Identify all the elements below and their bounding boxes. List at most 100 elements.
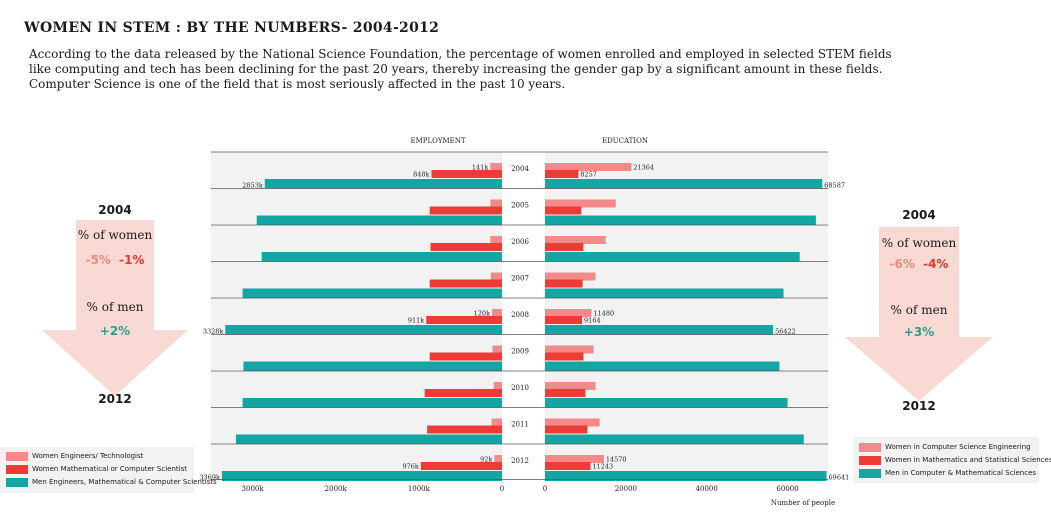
year-label: 2012 <box>511 457 529 465</box>
employment-bar-2012 <box>420 462 502 470</box>
right-women-math-change: -4% <box>923 257 949 271</box>
legend-item: Men in Computer & Mathematical Sciences <box>859 468 1036 478</box>
employment-bar-2009 <box>243 361 502 372</box>
page-title: WOMEN IN STEM : BY THE NUMBERS- 2004-201… <box>24 20 440 36</box>
employment-value-label: 911k <box>408 317 424 325</box>
left-men-label: % of men <box>86 300 144 314</box>
intro-line: Computer Science is one of the field tha… <box>29 77 566 91</box>
employment-value-label: 976k <box>402 463 418 471</box>
education-bar-2004 <box>545 163 632 171</box>
right-men-label: % of men <box>890 303 948 317</box>
education-bar-2011 <box>545 425 588 434</box>
education-bar-2005 <box>545 206 582 215</box>
year-label: 2004 <box>511 165 529 173</box>
left-men-change: +2% <box>99 324 131 338</box>
legend-label: Women in Computer Science Engineering <box>885 443 1031 451</box>
year-label: 2007 <box>511 275 529 283</box>
employment-bar-2010 <box>424 389 502 397</box>
education-legend: Women in Computer Science Engineering Wo… <box>853 437 1051 483</box>
legend-label: Women Mathematical or Computer Scientist <box>32 465 187 473</box>
legend-swatch <box>859 468 881 478</box>
year-label: 2011 <box>511 421 529 429</box>
education-value-label: 11480 <box>593 310 614 318</box>
education-value-label: 56422 <box>775 328 796 336</box>
employment-bar-2007 <box>242 288 502 299</box>
employment-legend: Women Engineers/ Technologist Women Math… <box>0 447 217 493</box>
education-value-label: 8257 <box>580 171 597 179</box>
education-value-label: 21364 <box>633 164 654 172</box>
education-bar-2006 <box>545 243 584 251</box>
right-year-start: 2004 <box>902 208 936 222</box>
education-tick-label: 0 <box>543 485 547 493</box>
education-bar-2009 <box>545 361 780 372</box>
legend-swatch <box>6 477 28 487</box>
employment-value-label: 3369k <box>199 474 220 482</box>
education-bar-2008 <box>545 325 774 335</box>
employment-value-label: 2853k <box>242 182 263 190</box>
employment-bar-2004 <box>490 163 502 171</box>
education-tick-label: 20000 <box>615 485 637 493</box>
employment-bar-2004 <box>264 179 502 189</box>
employment-value-label: 92k <box>480 456 492 464</box>
employment-value-label: 3328k <box>203 328 224 336</box>
education-bar-2007 <box>545 279 583 288</box>
year-label: 2009 <box>511 348 529 356</box>
left-year-start: 2004 <box>98 203 132 217</box>
left-year-end: 2012 <box>98 392 132 406</box>
legend-label: Men in Computer & Mathematical Sciences <box>885 469 1037 477</box>
employment-bar-2009 <box>429 352 502 361</box>
left-women-eng-change: -5% <box>85 253 111 267</box>
education-tick-label: 40000 <box>696 485 718 493</box>
left-women-math-change: -1% <box>119 253 145 267</box>
legend-item: Men Engineers, Mathematical & Computer S… <box>6 477 217 487</box>
legend-label: Women Engineers/ Technologist <box>32 452 144 460</box>
education-bar-2012 <box>545 471 827 481</box>
education-bar-2010 <box>545 389 586 397</box>
education-value-label: 69641 <box>829 474 850 482</box>
employment-bar-2007 <box>490 272 502 281</box>
employment-value-label: 141k <box>472 164 488 172</box>
year-label: 2006 <box>511 238 529 246</box>
employment-bar-2008 <box>225 325 502 335</box>
education-bar-2010 <box>545 398 788 408</box>
education-bar-2004 <box>545 179 823 189</box>
right-change-summary: 2004 % of women -6% -4% % of men +3% 201… <box>843 207 995 417</box>
right-women-cs-change: -6% <box>889 257 915 271</box>
legend-item: Women Mathematical or Computer Scientist <box>6 464 187 474</box>
right-women-label: % of women <box>881 236 957 250</box>
employment-bar-2009 <box>492 345 502 354</box>
right-down-arrow <box>845 227 993 401</box>
right-men-change: +3% <box>903 325 935 339</box>
employment-bar-2008 <box>426 316 502 324</box>
employment-bar-2005 <box>429 206 502 215</box>
legend-label: Women in Mathematics and Statistical Sci… <box>885 456 1051 464</box>
right-year-end: 2012 <box>902 399 936 413</box>
education-bar-2009 <box>545 352 584 361</box>
education-bar-2005 <box>545 199 616 208</box>
employment-bar-2005 <box>256 215 502 226</box>
education-bar-2005 <box>545 215 816 226</box>
education-bar-2011 <box>545 434 804 445</box>
education-bar-2008 <box>545 316 583 324</box>
employment-value-label: 848k <box>413 171 429 179</box>
left-women-values: -5% -1% <box>40 253 190 267</box>
employment-bar-2005 <box>490 199 502 208</box>
legend-swatch <box>6 464 28 474</box>
legend-swatch <box>6 451 28 461</box>
education-bar-2012 <box>545 455 604 463</box>
employment-bar-2010 <box>242 398 502 408</box>
intro-line: According to the data released by the Na… <box>29 47 892 61</box>
employment-bar-2010 <box>493 382 502 390</box>
left-change-summary: 2004 % of women -5% -1% % of men +2% 201… <box>40 200 190 410</box>
employment-tick-label: 2000k <box>325 485 348 493</box>
employment-bar-2006 <box>261 252 502 262</box>
education-value-label: 14570 <box>606 456 627 464</box>
employment-tick-label: 1000k <box>408 485 431 493</box>
education-bar-2007 <box>545 288 784 299</box>
year-label: 2005 <box>511 202 529 210</box>
employment-bar-2011 <box>427 425 502 434</box>
education-bar-2006 <box>545 236 606 244</box>
education-value-label: 9164 <box>584 317 601 325</box>
education-bar-2009 <box>545 345 594 354</box>
